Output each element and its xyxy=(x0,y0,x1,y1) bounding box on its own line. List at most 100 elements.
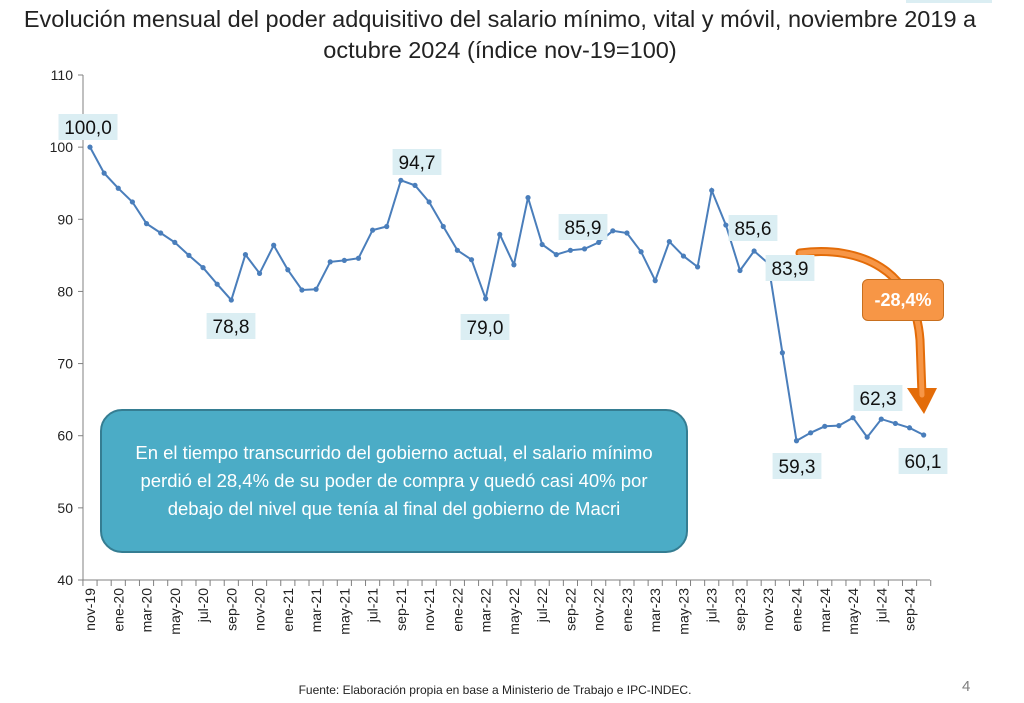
x-tick-label: nov-23 xyxy=(760,588,776,631)
data-label: 85,6 xyxy=(735,219,772,240)
header-accent-line xyxy=(906,0,992,3)
data-point xyxy=(370,227,376,233)
data-label: 60,1 xyxy=(905,452,942,473)
data-point xyxy=(87,144,93,150)
x-tick-label: may-20 xyxy=(167,588,183,635)
data-point xyxy=(483,296,489,302)
callout-box: En el tiempo transcurrido del gobierno a… xyxy=(100,409,688,553)
callout-text: En el tiempo transcurrido del gobierno a… xyxy=(135,442,653,519)
data-point xyxy=(200,265,206,271)
y-tick-label: 70 xyxy=(57,356,73,372)
data-point xyxy=(779,350,785,356)
y-tick-label: 100 xyxy=(50,139,74,155)
x-tick-label: nov-21 xyxy=(421,588,437,631)
data-label: 83,9 xyxy=(772,259,809,280)
data-point xyxy=(652,278,658,284)
data-point xyxy=(596,239,602,245)
data-label-bg xyxy=(206,313,256,339)
data-point xyxy=(567,247,574,253)
change-arrow-highlight xyxy=(797,249,925,398)
data-label-bg xyxy=(772,453,822,479)
y-tick-label: 110 xyxy=(51,67,74,83)
data-label-bg xyxy=(765,255,815,281)
data-label-bg xyxy=(58,114,118,140)
change-badge: -28,4% xyxy=(862,279,944,321)
data-point xyxy=(355,255,362,261)
data-label: 100,0 xyxy=(64,118,112,139)
x-tick-label: may-24 xyxy=(845,588,861,635)
data-point xyxy=(129,199,135,205)
data-point xyxy=(299,287,305,293)
data-point xyxy=(186,252,192,258)
x-tick-label: nov-20 xyxy=(252,588,268,631)
x-tick-label: jul-21 xyxy=(365,588,381,623)
x-tick-label: jul-22 xyxy=(534,588,550,623)
data-point xyxy=(143,221,150,227)
data-point xyxy=(751,248,757,254)
data-point xyxy=(398,177,404,183)
x-tick-label: ene-21 xyxy=(280,588,296,632)
x-tick-label: mar-24 xyxy=(817,588,833,633)
data-point xyxy=(468,257,475,263)
data-point xyxy=(892,420,899,427)
data-point xyxy=(680,253,687,259)
data-point xyxy=(709,187,715,194)
source-note: Fuente: Elaboración propia en base a Min… xyxy=(298,683,692,697)
x-tick-label: nov-22 xyxy=(591,588,607,631)
x-tick-label: sep-23 xyxy=(732,588,748,631)
data-point xyxy=(228,297,234,303)
data-label-bg xyxy=(392,149,442,175)
x-tick-label: mar-23 xyxy=(647,588,663,633)
data-label-bg xyxy=(853,385,903,411)
data-label-bg xyxy=(728,215,778,241)
data-point xyxy=(553,252,559,258)
data-point xyxy=(412,182,418,188)
x-tick-label: may-22 xyxy=(506,588,522,635)
y-tick-label: 40 xyxy=(57,572,73,588)
chart-title: Evolución mensual del poder adquisitivo … xyxy=(23,6,977,63)
data-point xyxy=(426,199,432,205)
data-point xyxy=(737,267,743,274)
x-tick-label: may-23 xyxy=(675,588,691,635)
y-tick-label: 90 xyxy=(57,211,73,227)
change-arrow-shaft xyxy=(795,247,927,400)
data-label: 59,3 xyxy=(779,457,816,478)
data-point xyxy=(906,425,913,431)
x-tick-label: ene-20 xyxy=(110,588,126,632)
data-point xyxy=(808,430,814,436)
page-number: 4 xyxy=(962,678,971,695)
data-point xyxy=(836,423,842,429)
x-tick-label: jul-23 xyxy=(704,588,720,623)
data-label: 62,3 xyxy=(860,389,897,410)
x-tick-label: mar-21 xyxy=(308,588,324,633)
data-point xyxy=(539,241,545,248)
data-label: 85,9 xyxy=(565,218,602,239)
data-label-bg xyxy=(898,448,948,474)
x-tick-label: may-21 xyxy=(336,588,352,635)
data-point xyxy=(313,286,319,292)
data-point xyxy=(341,257,347,264)
data-point xyxy=(101,170,107,176)
x-tick-label: sep-22 xyxy=(562,588,578,631)
data-point xyxy=(497,231,503,238)
data-point xyxy=(271,242,277,248)
y-tick-label: 60 xyxy=(57,428,73,444)
data-point xyxy=(610,228,616,234)
data-point xyxy=(864,434,870,440)
data-label: 78,8 xyxy=(213,317,250,338)
x-tick-label: ene-22 xyxy=(449,588,465,632)
data-point xyxy=(511,262,517,268)
y-tick-label: 50 xyxy=(57,500,73,516)
data-point xyxy=(921,432,927,438)
data-point xyxy=(723,222,729,228)
data-point xyxy=(256,270,263,276)
data-point xyxy=(525,195,531,201)
x-tick-label: sep-21 xyxy=(393,588,409,631)
change-arrow-head xyxy=(907,388,937,414)
data-label-bg xyxy=(558,214,608,240)
x-tick-label: mar-22 xyxy=(478,588,494,633)
data-point xyxy=(624,230,630,236)
data-point xyxy=(327,259,333,265)
change-badge-text: -28,4% xyxy=(874,289,932,310)
